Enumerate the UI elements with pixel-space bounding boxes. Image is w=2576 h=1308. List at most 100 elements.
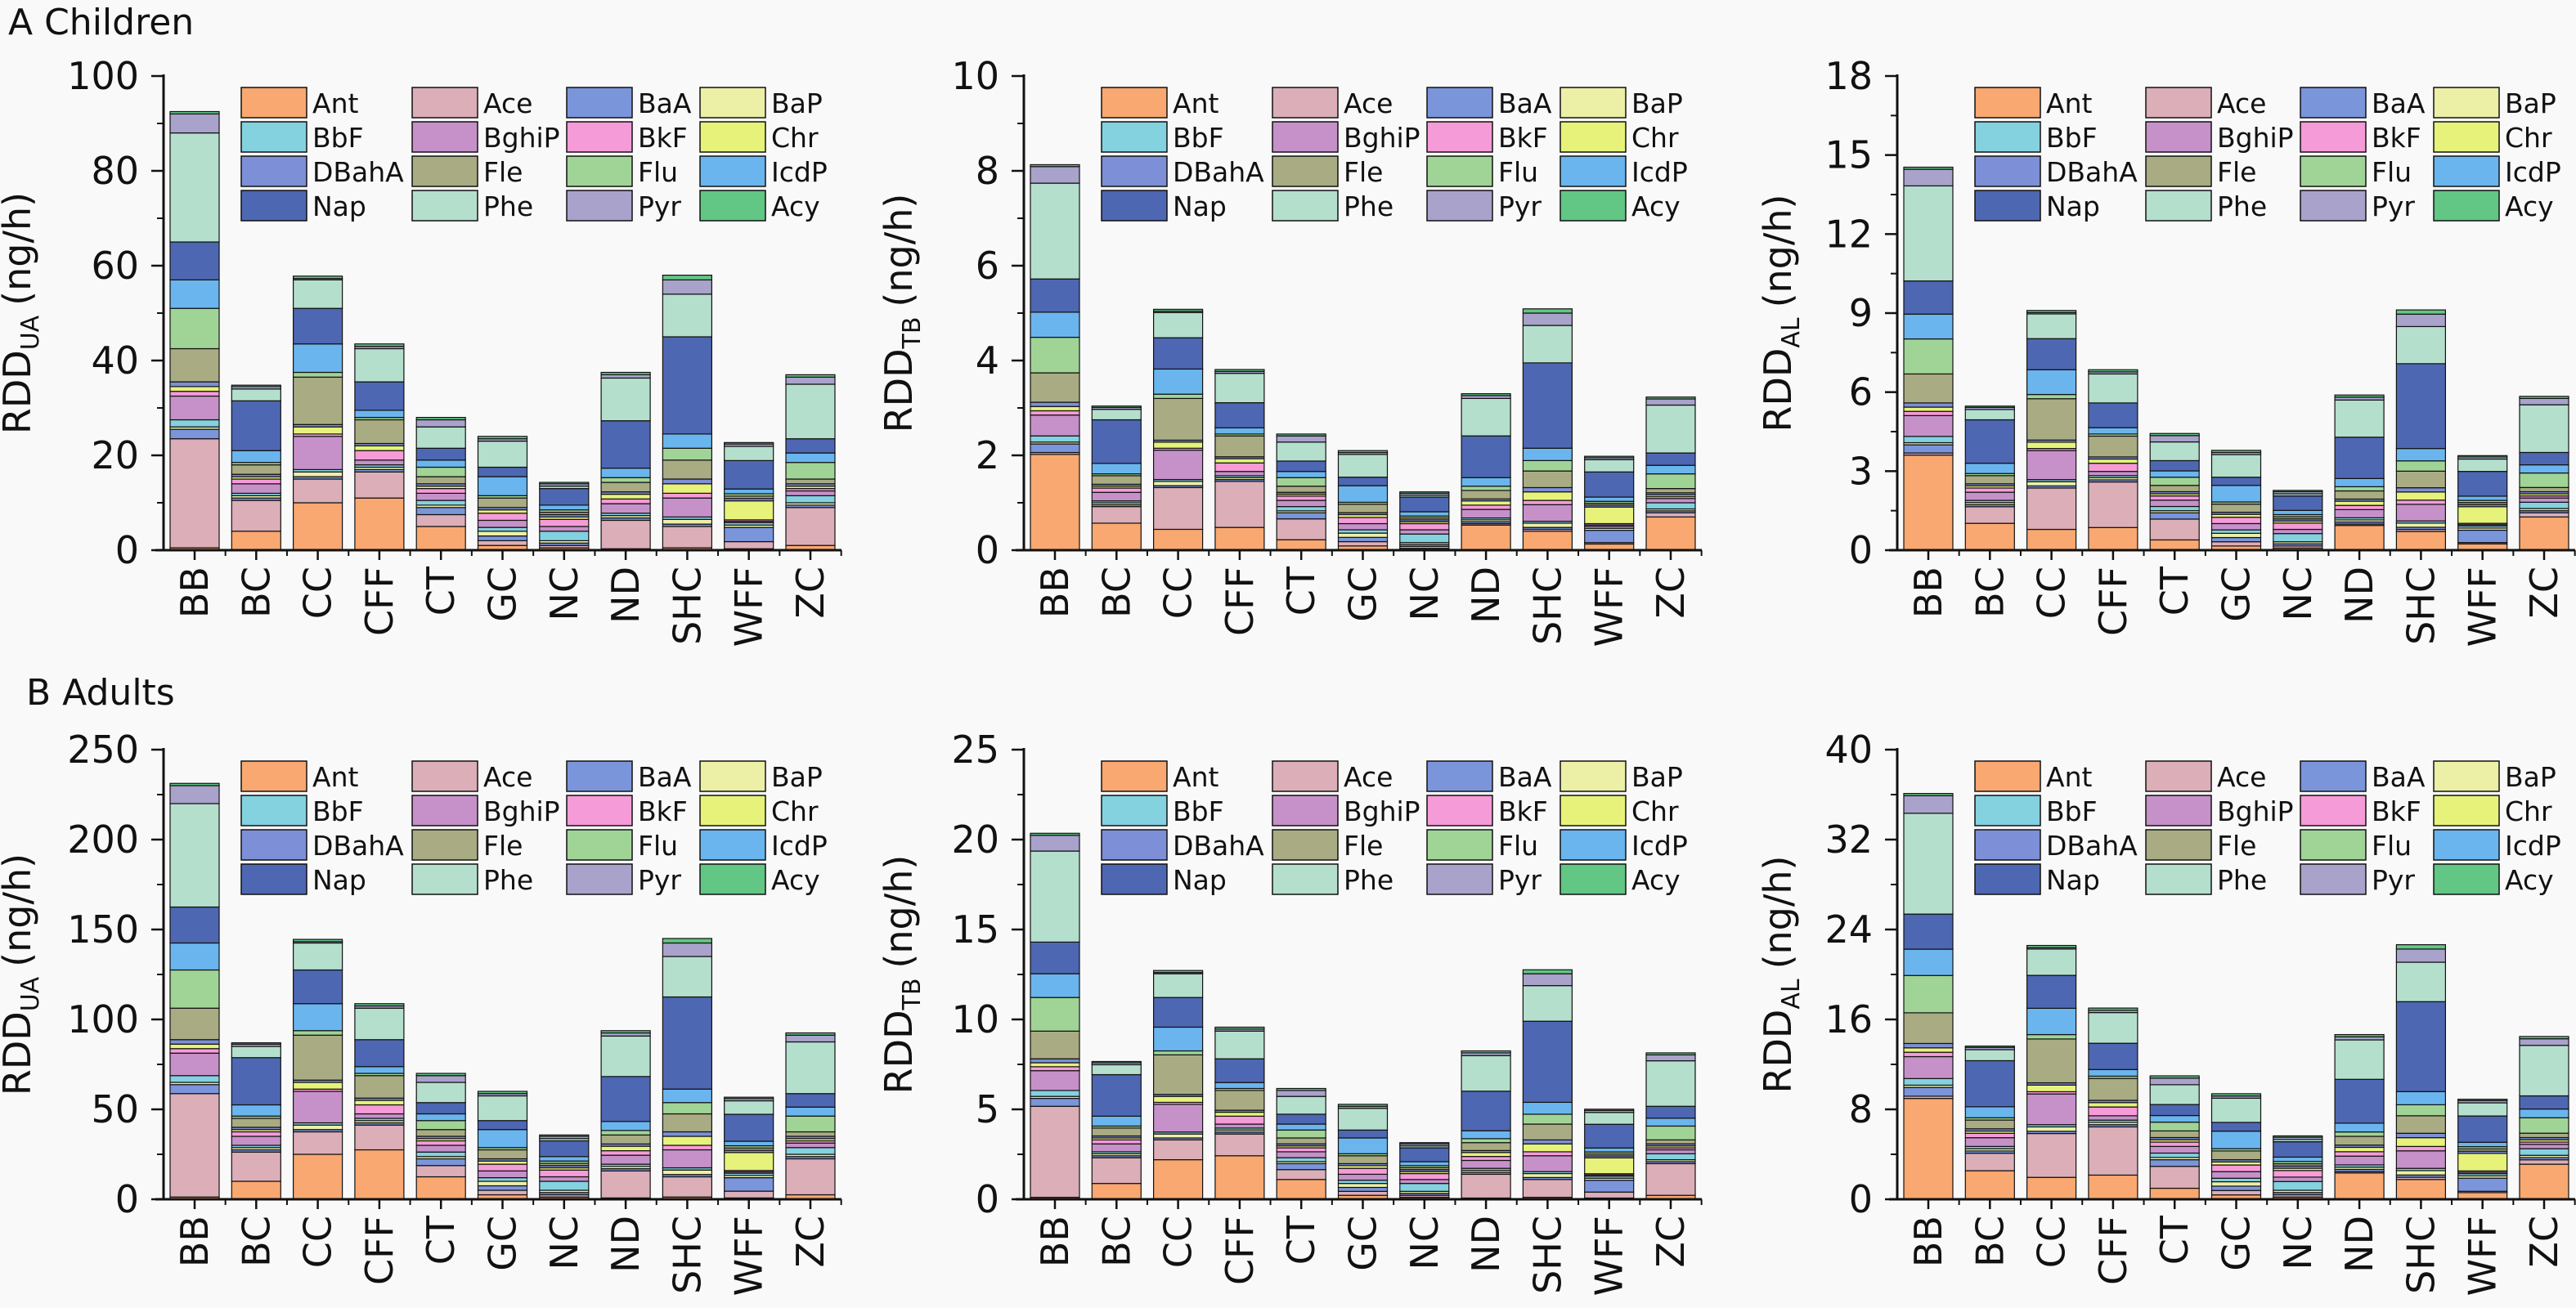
bar-segment [2395, 1115, 2446, 1134]
bar-segment [293, 502, 343, 551]
bar-segment [1214, 481, 1265, 528]
bar-segment [2149, 1084, 2200, 1105]
legend-item-pyr: Pyr [2300, 190, 2415, 222]
legend-item-fle: Fle [1272, 829, 1383, 862]
bar-segment [1399, 1172, 1450, 1180]
bar-segment [231, 1131, 281, 1137]
bar-segment [1214, 1111, 1265, 1117]
bar-segment [1964, 1137, 2015, 1147]
legend-swatch [1426, 795, 1493, 826]
bar-segment [169, 113, 220, 134]
bar-stack [477, 436, 528, 551]
bar-segment [1276, 506, 1326, 512]
category-label: CFF [357, 1216, 402, 1285]
legend-swatch [240, 829, 307, 861]
legend-item-phe: Phe [411, 190, 533, 222]
bar-segment [2395, 499, 2446, 505]
bar-segment [2149, 512, 2200, 520]
legend-label: BghiP [2217, 122, 2294, 154]
category-label: GC [2215, 567, 2259, 622]
bar-segment [785, 1147, 836, 1155]
chart-panel-ua-adults: BB BC CC CFF CT GC NC ND SHC WFF ZC 0 50 100 150 200 250… [0, 728, 842, 1296]
bar-segment [662, 1136, 713, 1146]
bar-segment [1964, 1106, 2015, 1118]
bar-segment [662, 942, 713, 957]
legend: Ant Ace BaA BaP BbF BghiP BkF Chr DBahA Fle Flu Icd… [1974, 760, 2561, 896]
bar-segment [539, 1134, 590, 1137]
category-label: BB [1033, 567, 1077, 618]
bar-segment [1276, 1090, 1326, 1097]
bar-stack [1030, 164, 1080, 551]
y-tick-label: 2 [976, 433, 999, 477]
bar-segment [1964, 1059, 2015, 1108]
legend-label: BkF [2372, 795, 2421, 827]
bar-segment [2088, 1106, 2138, 1117]
bar-segment [1522, 1179, 1573, 1198]
bar-segment [1030, 454, 1080, 551]
legend-swatch [1101, 87, 1168, 119]
bar-segment [169, 1039, 220, 1045]
bar-segment [1276, 1169, 1326, 1180]
bar-segment [293, 1091, 343, 1124]
bar-segment [415, 1113, 466, 1122]
bar-segment [1030, 1097, 1080, 1107]
bar-segment [2210, 1122, 2262, 1132]
bar-segment [1903, 406, 1954, 412]
legend-label: Acy [1631, 190, 1681, 222]
bar-segment [169, 906, 220, 944]
bar-segment [293, 969, 343, 1005]
category-label: GC [1341, 1216, 1385, 1271]
y-tick-label: 200 [67, 818, 139, 862]
bar-segment [1964, 1153, 2015, 1171]
bar-segment [231, 1057, 281, 1106]
legend-label: BbF [2046, 795, 2098, 827]
bar-segment [169, 1084, 220, 1095]
bar-segment [1276, 539, 1326, 551]
legend-item-phe: Phe [1272, 190, 1393, 222]
bar-segment [662, 293, 713, 338]
bar-segment [1903, 338, 1954, 375]
bar-segment [2334, 1172, 2385, 1200]
legend-swatch [1974, 795, 2041, 826]
bar-segment [1522, 1020, 1573, 1104]
category-label: ND [1464, 567, 1508, 624]
bar-segment [354, 1113, 405, 1119]
bar-segment [1964, 1170, 2015, 1200]
bar-segment [662, 478, 713, 485]
bar-segment [1030, 372, 1080, 403]
legend-item-bbf: BbF [1974, 795, 2098, 827]
bar-segment [2026, 310, 2077, 313]
bar-segment [1584, 459, 1635, 473]
bar-stack [415, 1073, 466, 1200]
bar-segment [1903, 313, 1954, 340]
bar-segment [1903, 436, 1954, 444]
bar-segment [169, 1007, 220, 1041]
bar-segment [1030, 410, 1080, 416]
bar-segment [1903, 1098, 1954, 1200]
legend-item-baa: BaA [2300, 760, 2426, 793]
bar-segment [600, 1130, 651, 1136]
bar-segment [1337, 1183, 1389, 1189]
bar-segment [724, 526, 774, 543]
bar-segment [1091, 463, 1142, 475]
bar-segment [1522, 447, 1573, 461]
bar-segment [2334, 1078, 2385, 1124]
bar-stack [1584, 455, 1635, 551]
legend-label: Pyr [638, 190, 681, 222]
legend-item-dbaha: DBahA [1101, 155, 1264, 188]
bar-segment [600, 1035, 651, 1077]
bar-segment [1399, 511, 1450, 517]
bar-segment [600, 377, 651, 422]
bar-segment [293, 1082, 343, 1090]
bar-segment [231, 1118, 281, 1128]
bar-segment [2210, 1180, 2262, 1187]
bar-segment [2210, 485, 2262, 503]
bar-segment [231, 1151, 281, 1182]
bar-segment [1522, 470, 1573, 489]
bar-segment [1276, 1157, 1326, 1162]
bar-segment [415, 1129, 466, 1137]
bar-segment [2210, 522, 2262, 531]
bar-stack [785, 374, 836, 551]
category-label: BB [1033, 1216, 1077, 1267]
legend-item-bkf: BkF [566, 121, 688, 154]
